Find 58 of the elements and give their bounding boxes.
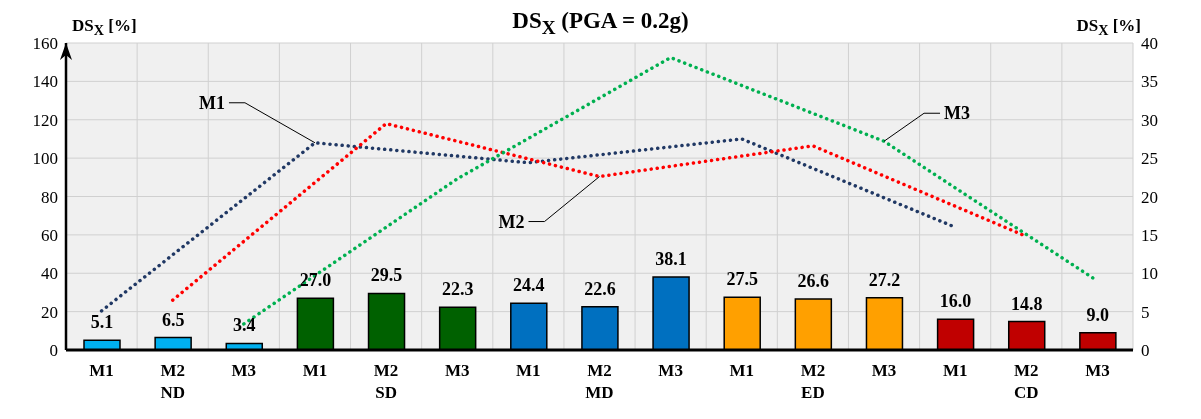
y2-axis-title: DS$_{X}$ [%]: [1076, 16, 1141, 40]
x-tick-label: M1: [89, 361, 114, 380]
y2-tick-label: 10: [1141, 264, 1158, 284]
data-label: 22.3: [441, 279, 474, 300]
y-axis-title: DS$_{X}$ [%]: [72, 16, 137, 40]
x-tick-label: M3: [658, 361, 683, 380]
y-tick-label: 140: [32, 72, 58, 92]
x-tick-label: M2: [587, 361, 612, 380]
y-tick-label: 160: [32, 34, 58, 54]
text: ND: [160, 383, 185, 402]
text: M2: [498, 211, 525, 232]
text: ED: [801, 383, 825, 402]
y-tick-label: 40: [41, 264, 58, 284]
x-tick-label: M3: [231, 361, 257, 380]
chart-title: DS$_{X}$ (PGA = 0.2g): [512, 8, 689, 38]
x-tick-label: M2: [160, 361, 185, 380]
text: M3: [944, 103, 971, 124]
data-label: 14.8: [1010, 293, 1043, 314]
text: CD: [1014, 383, 1039, 402]
x-tick-label: M3: [444, 361, 470, 380]
x-tick-label: M2: [1014, 361, 1039, 380]
data-label: 27.5: [726, 269, 758, 290]
x-tick-label: M2: [800, 361, 826, 380]
y2-tick-label: 35: [1141, 72, 1158, 92]
y2-tick-label: 0: [1141, 341, 1150, 361]
text: M1: [198, 92, 225, 113]
text: SD: [375, 383, 397, 402]
x-tick-label: M3: [1085, 361, 1110, 380]
y-tick-label: 20: [41, 302, 58, 322]
x-tick-label: M3: [871, 361, 897, 380]
data-label: 24.4: [513, 275, 545, 296]
y-tick-label: 100: [32, 149, 58, 169]
y-tick-label: 60: [41, 225, 58, 245]
y2-tick-label: 30: [1141, 110, 1158, 130]
data-label: 22.6: [584, 278, 616, 299]
data-label: 5.1: [90, 312, 114, 333]
y2-tick-label: 20: [1141, 187, 1158, 207]
y2-tick-label: 25: [1141, 149, 1158, 169]
y-tick-label: 0: [49, 341, 58, 361]
y2-tick-label: 5: [1141, 302, 1150, 322]
data-label: 16.0: [939, 291, 972, 312]
x-tick-label: M1: [516, 361, 541, 380]
x-tick-label: M1: [942, 361, 968, 380]
data-label: 27.2: [868, 269, 901, 290]
data-label: 6.5: [161, 309, 185, 330]
y2-tick-label: 15: [1141, 225, 1158, 245]
data-label: 38.1: [655, 248, 687, 269]
data-label: 29.5: [370, 265, 403, 286]
data-label: 9.0: [1086, 304, 1110, 325]
data-label: 26.6: [797, 270, 830, 291]
x-tick-label: M2: [373, 361, 399, 380]
y2-tick-label: 40: [1141, 34, 1158, 54]
y-tick-label: 80: [41, 187, 58, 207]
data-label: 3.4: [233, 315, 256, 336]
y-tick-label: 120: [32, 110, 58, 130]
x-tick-label: M1: [302, 361, 328, 380]
text: MD: [585, 383, 614, 402]
x-tick-label: M1: [729, 361, 755, 380]
